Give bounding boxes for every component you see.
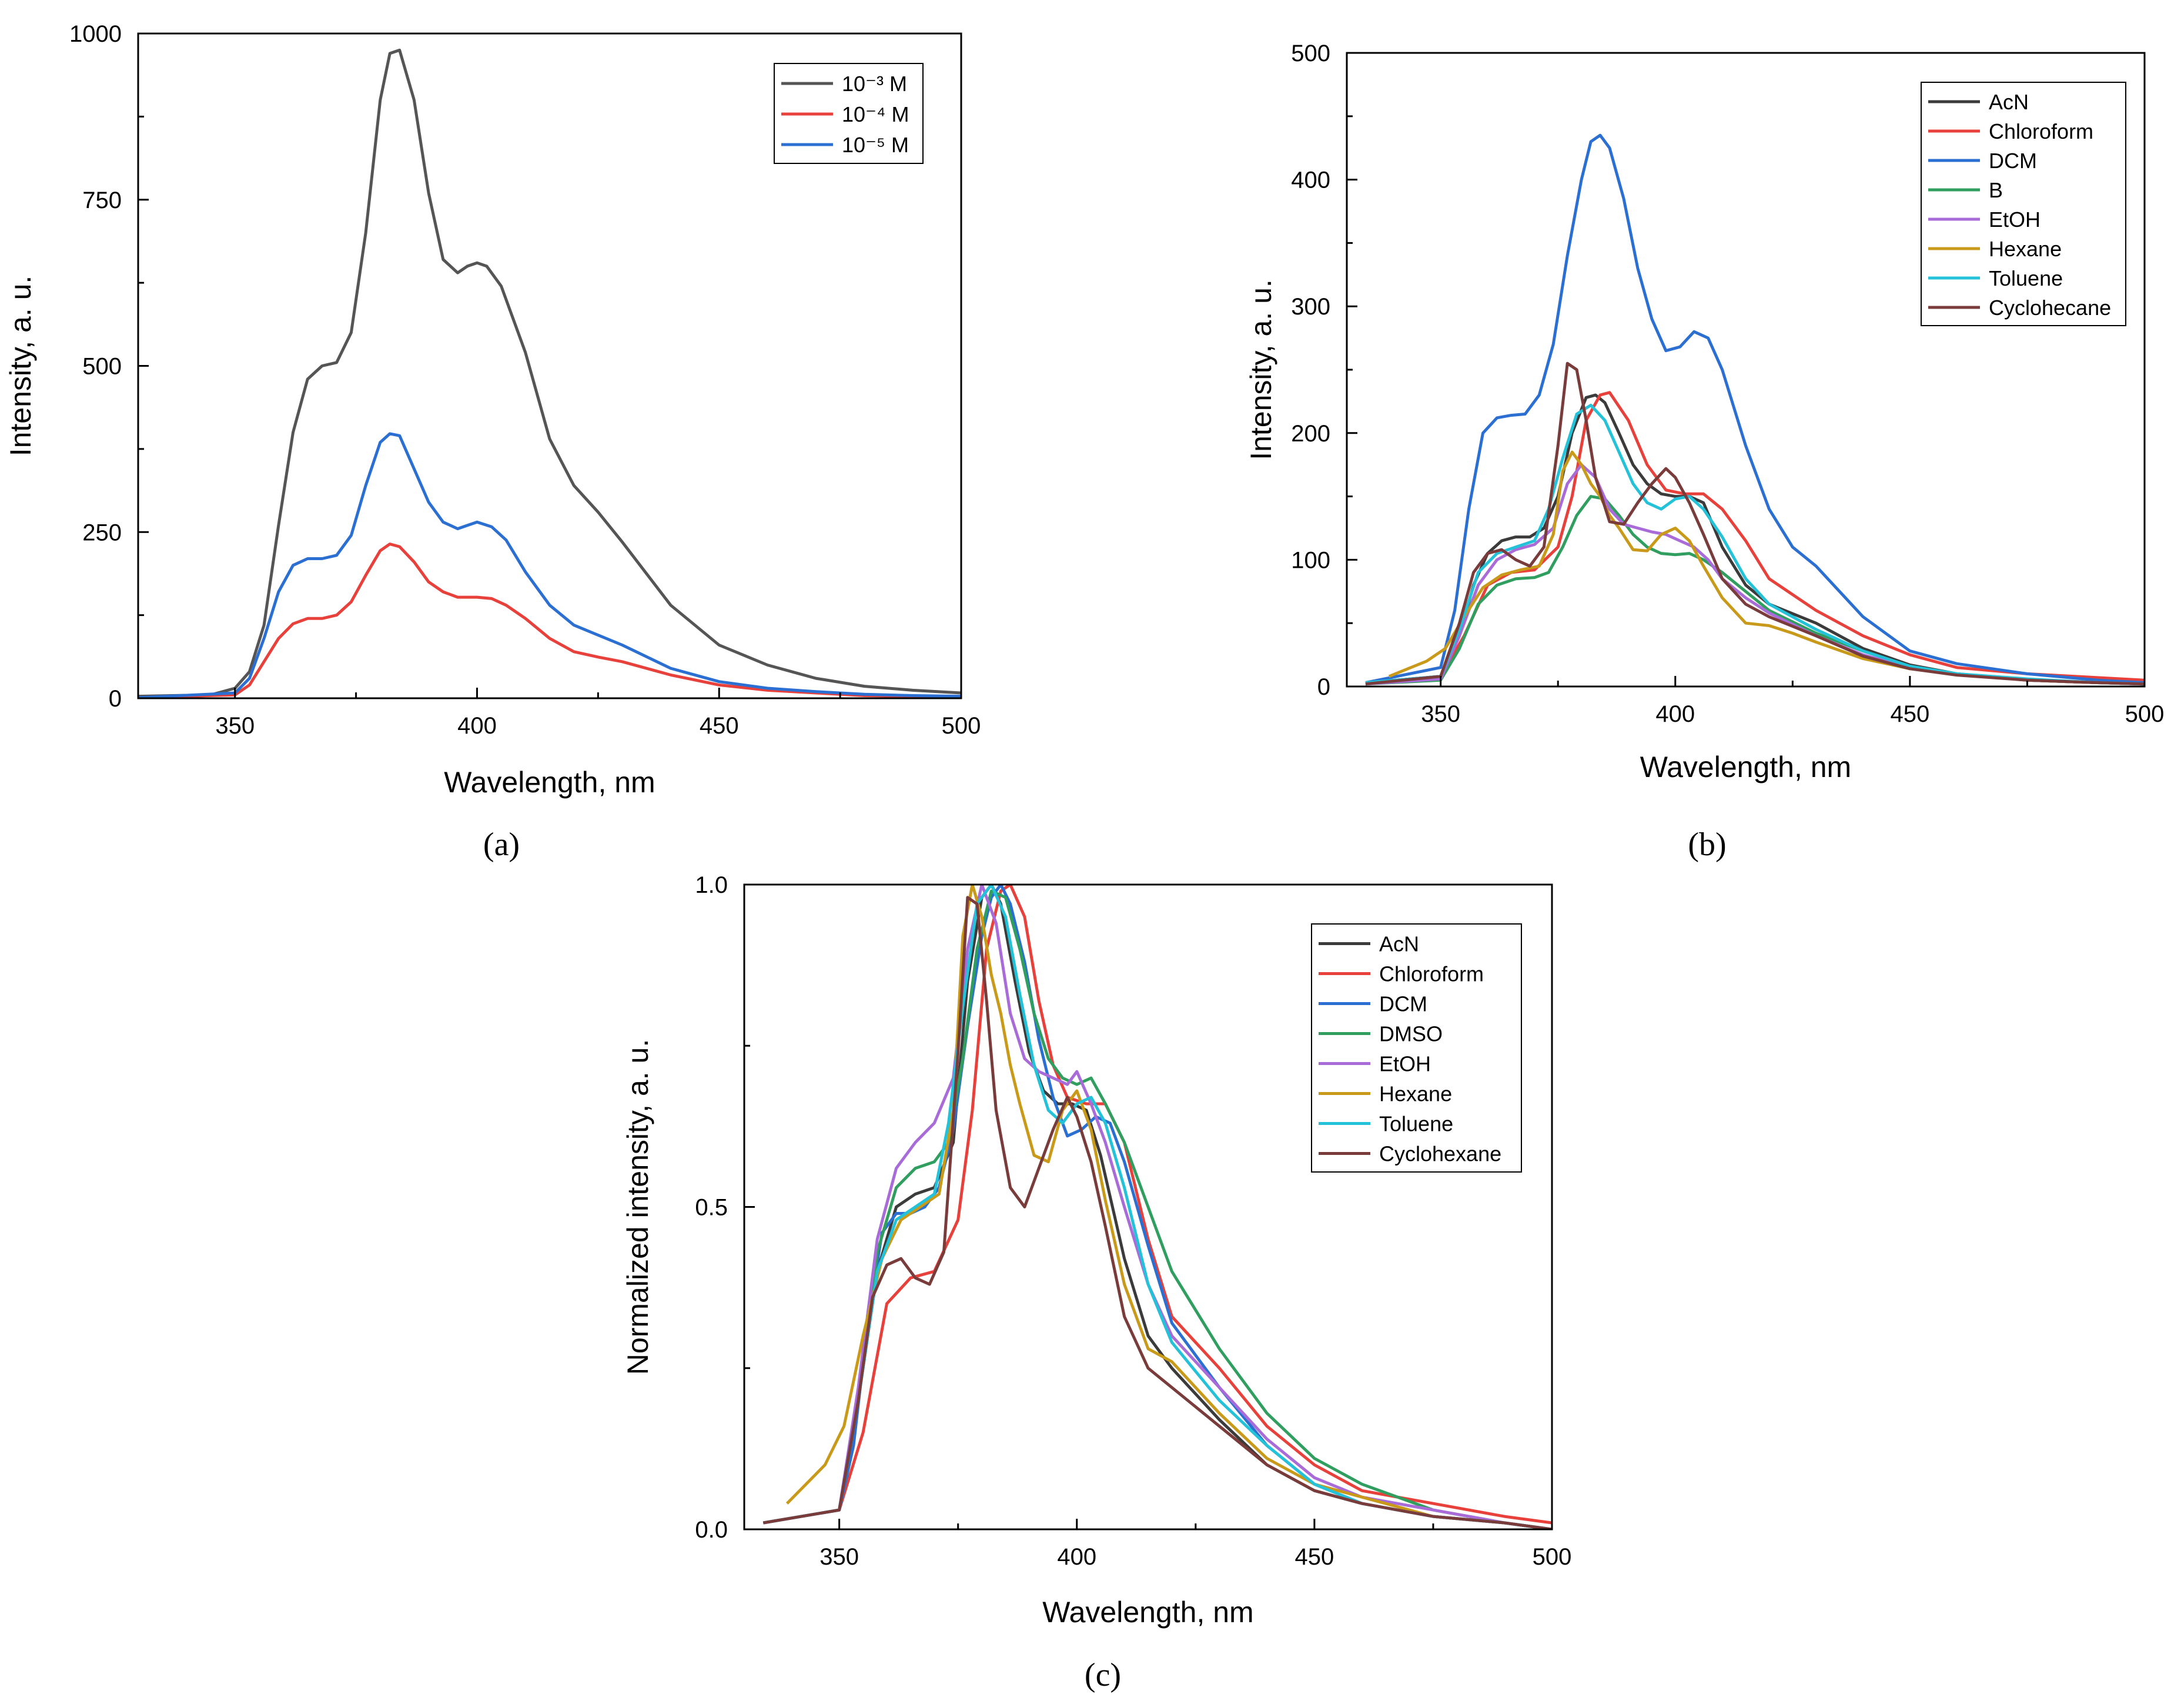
legend-label: DCM	[1379, 992, 1427, 1016]
x-axis-label: Wavelength, nm	[1042, 1596, 1253, 1629]
series-line-cyclohexane	[762, 896, 1552, 1529]
x-tick-label: 350	[215, 713, 255, 739]
series-line-10-m	[138, 432, 961, 698]
legend-label: EtOH	[1989, 207, 2040, 232]
series-line-cyclohecane	[1365, 361, 2145, 686]
legend-label: DCM	[1989, 149, 2037, 173]
y-tick-label: 100	[1291, 547, 1330, 573]
x-tick-label: 500	[942, 713, 981, 739]
panel-label-b: (b)	[1688, 826, 1726, 863]
legend-label: EtOH	[1379, 1052, 1431, 1076]
series-line-etoh	[1365, 463, 2145, 686]
panel-label-a: (a)	[483, 826, 520, 863]
series-line-hexane	[785, 885, 1505, 1525]
legend-label: 10⁻⁴ M	[842, 102, 909, 126]
legend	[1921, 82, 2126, 326]
y-tick-label: 1.0	[695, 872, 728, 898]
y-tick-label: 250	[82, 520, 122, 545]
y-axis-label: Intensity, a. u.	[4, 276, 37, 457]
y-axis-label: Intensity, a. u.	[1245, 279, 1277, 460]
legend-label: 10⁻³ M	[842, 72, 907, 96]
x-tick-label: 500	[2125, 701, 2165, 727]
x-tick-label: 450	[700, 713, 739, 739]
legend-label: Chloroform	[1989, 119, 2093, 143]
x-tick-label: 450	[1891, 701, 1930, 727]
x-axis-label: Wavelength, nm	[1640, 751, 1851, 783]
chart-b: 350 400 450 500 0 100 200 300 400 500 Wavelength, …	[1245, 41, 2164, 783]
series-group	[762, 885, 1552, 1529]
legend-label: Toluene	[1989, 266, 2063, 290]
legend-label: Hexane	[1989, 237, 2062, 261]
series-line-etoh	[762, 885, 1552, 1529]
x-axis-label: Wavelength, nm	[444, 766, 655, 799]
y-tick-label: 500	[82, 354, 122, 380]
series-group	[138, 48, 961, 698]
legend-label: 10⁻⁵ M	[842, 133, 909, 157]
y-axis-label: Normalized intensity, a. u.	[621, 1039, 654, 1375]
y-tick-label: 0.5	[695, 1195, 728, 1221]
panel-label-c: (c)	[1085, 1657, 1121, 1693]
x-tick-label: 400	[1057, 1544, 1096, 1570]
legend-label: DMSO	[1379, 1022, 1443, 1046]
legend-label: B	[1989, 178, 2003, 202]
series-line-dcm	[1365, 133, 2145, 684]
y-tick-label: 300	[1291, 294, 1330, 320]
series-line-toluene	[762, 885, 1552, 1529]
legend-label: AcN	[1989, 90, 2029, 114]
x-tick-label: 400	[457, 713, 497, 739]
chart-c: 350 400 450 500 0.0 0.5 1.0 Wavelength, nm Norma…	[621, 872, 1571, 1629]
y-tick-label: 750	[82, 187, 122, 213]
series-line-10-m	[138, 542, 961, 698]
legend-label: Cyclohexane	[1379, 1142, 1501, 1166]
y-tick-label: 0.0	[695, 1517, 728, 1543]
series-line-acn	[1365, 393, 2145, 686]
legend-label: AcN	[1379, 932, 1419, 956]
y-tick-label: 500	[1291, 41, 1330, 66]
x-tick-label: 450	[1295, 1544, 1334, 1570]
y-tick-label: 0	[109, 686, 122, 712]
series-line-hexane	[1388, 450, 2098, 684]
legend-label: Chloroform	[1379, 962, 1484, 986]
x-tick-label: 350	[819, 1544, 859, 1570]
series-line-dmso	[762, 889, 1552, 1529]
legend-label: Toluene	[1379, 1112, 1453, 1136]
series-line-toluene	[1365, 403, 2145, 686]
x-tick-label: 500	[1533, 1544, 1572, 1570]
y-tick-label: 200	[1291, 421, 1330, 447]
y-tick-label: 0	[1317, 674, 1330, 700]
series-group	[1365, 133, 2145, 686]
series-line-10-m	[138, 48, 961, 698]
x-tick-label: 400	[1655, 701, 1695, 727]
legend-label: Cyclohecane	[1989, 296, 2111, 320]
chart-a: 350 400 450 500 0 250 500 750 1000 Wavelength, nm…	[4, 21, 981, 799]
legend	[1311, 923, 1522, 1173]
x-tick-label: 350	[1421, 701, 1460, 727]
y-tick-label: 1000	[69, 21, 122, 47]
y-tick-label: 400	[1291, 168, 1330, 193]
legend-label: Hexane	[1379, 1082, 1452, 1106]
